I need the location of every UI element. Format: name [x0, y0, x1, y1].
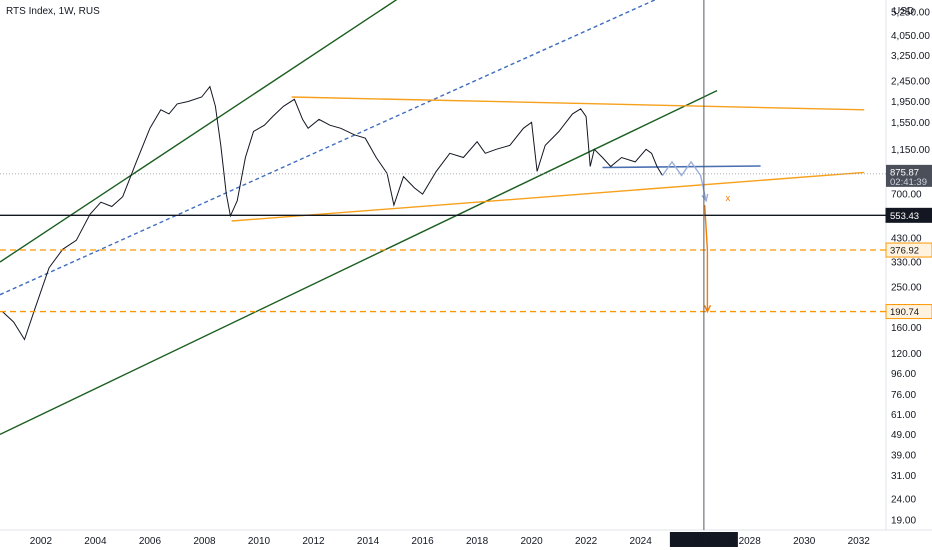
marker-x[interactable]: x [726, 193, 731, 204]
time-tick: 2012 [302, 536, 325, 547]
price-tick: 120.00 [891, 349, 922, 360]
trendline-3[interactable] [291, 96, 865, 111]
level-label-0: 553.43 [890, 211, 919, 222]
price-tick: 49.00 [891, 430, 916, 441]
price-tick: 250.00 [891, 283, 922, 294]
price-tick: 76.00 [891, 390, 916, 401]
projection-path-0[interactable] [661, 160, 707, 201]
time-axis[interactable]: 2002 2004 2006 2008 2010 2012 2014 2016 2018 2020… [30, 532, 871, 547]
trendline-4[interactable] [231, 171, 865, 222]
time-tick: 2024 [630, 536, 653, 547]
trendline-1[interactable] [0, 89, 718, 436]
price-tick: 5,250.00 [891, 8, 930, 19]
projection-arrowhead-0 [701, 193, 709, 203]
price-tick: 1,950.00 [891, 97, 930, 108]
time-tick: 2014 [357, 536, 380, 547]
projection-arrowhead-1 [703, 304, 712, 314]
price-tick: 4,050.00 [891, 31, 930, 42]
crosshair-date-box [669, 532, 738, 547]
time-tick: 2020 [520, 536, 543, 547]
last-price-label: 875.87 [890, 167, 919, 178]
time-tick: 2018 [466, 536, 489, 547]
chart-title: RTS Index, 1W, RUS [6, 6, 100, 17]
last-price-box [886, 164, 932, 187]
price-tick: 700.00 [891, 190, 922, 201]
price-tick: 39.00 [891, 450, 916, 461]
price-tick: 19.00 [891, 515, 916, 526]
level-label-box-1 [885, 242, 932, 258]
level-label-1: 376.92 [890, 246, 919, 257]
time-tick: 2010 [248, 536, 271, 547]
price-axis[interactable]: 5,250.00 4,050.00 3,250.00 2,450.00 1,950.00… [891, 8, 930, 527]
price-tick: 1,550.00 [891, 118, 930, 129]
projection-path-1[interactable] [704, 205, 709, 312]
level-label-2: 190.74 [890, 307, 919, 318]
time-tick: 2006 [139, 536, 162, 547]
trendline-2[interactable] [0, 0, 671, 296]
level-label-box-0 [885, 207, 932, 223]
price-tick: 2,450.00 [891, 76, 930, 87]
time-tick: 2004 [84, 536, 107, 547]
time-tick: 2002 [30, 536, 53, 547]
price-tick: 430.00 [891, 234, 922, 245]
price-tick: 24.00 [891, 494, 916, 505]
time-tick: 2032 [848, 536, 871, 547]
currency-label[interactable]: USD [893, 6, 914, 17]
price-tick: 31.00 [891, 471, 916, 482]
price-tick: 330.00 [891, 258, 922, 269]
price-series-line-0[interactable] [2, 85, 663, 341]
price-tick: 1,150.00 [891, 145, 930, 156]
price-tick: 61.00 [891, 410, 916, 421]
level-label-box-2 [885, 304, 932, 320]
time-tick: 2030 [793, 536, 816, 547]
price-tick: 96.00 [891, 369, 916, 380]
time-tick: 2008 [193, 536, 216, 547]
price-tick: 3,250.00 [891, 51, 930, 62]
time-tick: 2022 [575, 536, 598, 547]
time-tick: 2016 [411, 536, 434, 547]
trendline-5[interactable] [602, 165, 761, 169]
bar-countdown-label: 02:41:39 [890, 177, 927, 188]
price-tick: 160.00 [891, 323, 922, 334]
plot-area[interactable]: x [0, 0, 886, 530]
crosshair-date-label: Mon 27 Apr '26 [670, 535, 737, 546]
time-tick: 2028 [739, 536, 762, 547]
